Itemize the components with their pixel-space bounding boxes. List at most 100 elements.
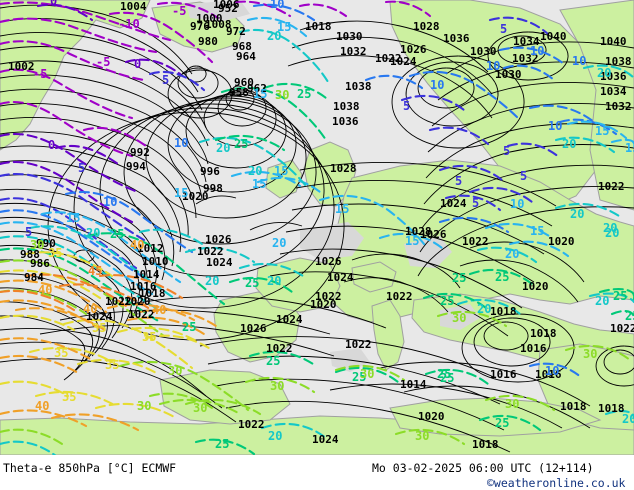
thetae-label: 25 bbox=[215, 437, 229, 451]
thetae-label: 20 bbox=[597, 66, 611, 80]
thetae-label: 20 bbox=[505, 247, 519, 261]
chart-datetime: Mo 03-02-2025 06:00 UTC (12+114) bbox=[372, 461, 594, 475]
isobar-label: 1022 bbox=[128, 308, 155, 321]
thetae-label: 25 bbox=[440, 371, 454, 385]
thetae-label: 45 bbox=[88, 264, 102, 278]
isobar-label: 1030 bbox=[336, 30, 363, 43]
isobar-label: 1004 bbox=[120, 0, 147, 13]
thetae-label: 35 bbox=[92, 321, 106, 335]
thetae-label: 20 bbox=[570, 207, 584, 221]
isobar-label: 1020 bbox=[310, 298, 337, 311]
thetae-label: 10 bbox=[545, 364, 559, 378]
isobar-label: 1030 bbox=[495, 68, 522, 81]
thetae-label: 25 bbox=[297, 87, 311, 101]
isobar-label: 1024 bbox=[206, 256, 233, 269]
isobar-label: 1018 bbox=[472, 438, 499, 451]
thetae-label: 5 bbox=[78, 161, 85, 175]
isobar-label: 1040 bbox=[600, 35, 627, 48]
thetae-label: -5 bbox=[172, 4, 186, 18]
isobar-label: 1022 bbox=[345, 338, 372, 351]
thetae-label: 15 bbox=[174, 186, 188, 200]
isobar-label: 1036 bbox=[443, 32, 470, 45]
isobar-label: 1026 bbox=[400, 43, 427, 56]
isobar-label: 1016 bbox=[490, 368, 517, 381]
isobar-label: 1028 bbox=[330, 162, 357, 175]
thetae-label: 20 bbox=[267, 274, 281, 288]
isobar-label: 996 bbox=[200, 165, 220, 178]
isobar-label: 1000 bbox=[196, 12, 223, 25]
isobar-label: 984 bbox=[24, 271, 44, 284]
thetae-label: 20 bbox=[562, 137, 576, 151]
thetae-label: 5 bbox=[503, 144, 510, 158]
isobar-label: 1026 bbox=[205, 233, 232, 246]
isobar-label: 1026 bbox=[240, 322, 267, 335]
isobar-label: 998 bbox=[203, 182, 223, 195]
isobar-label: 1016 bbox=[520, 342, 547, 355]
isobar-label: 1034 bbox=[600, 85, 627, 98]
thetae-label: 30 bbox=[137, 399, 151, 413]
thetae-label: 20 bbox=[248, 164, 262, 178]
isobar-label: 1032 bbox=[605, 100, 632, 113]
thetae-label: 5 bbox=[455, 174, 462, 188]
isobar-label: 1022 bbox=[462, 235, 489, 248]
thetae-label: 10 bbox=[530, 44, 544, 58]
thetae-label: 30 bbox=[270, 379, 284, 393]
isobar-label: 1024 bbox=[276, 313, 303, 326]
thetae-label: 15 bbox=[335, 202, 349, 216]
isobar-label: 1024 bbox=[440, 197, 467, 210]
thetae-label: 25 bbox=[352, 370, 366, 384]
isobar-label: 1022 bbox=[197, 245, 224, 258]
thetae-label: 10 bbox=[548, 119, 562, 133]
thetae-label: 25 bbox=[110, 227, 124, 241]
thetae-label: 35 bbox=[62, 390, 76, 404]
thetae-label: 20 bbox=[216, 141, 230, 155]
thetae-label: 5 bbox=[403, 99, 410, 113]
thetae-label: 30 bbox=[275, 88, 289, 102]
thetae-label: 30 bbox=[583, 347, 597, 361]
isobar-label: 972 bbox=[226, 25, 246, 38]
isobar-label: 1026 bbox=[420, 228, 447, 241]
thetae-label: -10 bbox=[118, 17, 140, 31]
isobar-label: 1024 bbox=[327, 271, 354, 284]
thetae-label: 35 bbox=[48, 246, 62, 260]
thetae-label: 20 bbox=[477, 302, 491, 316]
thetae-label: 40 bbox=[35, 399, 49, 413]
thetae-label: 10 bbox=[174, 136, 188, 150]
isobar-label: 1038 bbox=[345, 80, 372, 93]
isobar-label: 994 bbox=[126, 160, 146, 173]
isobar-label: 1028 bbox=[413, 20, 440, 33]
thetae-label: 30 bbox=[30, 238, 44, 252]
thetae-label: 25 bbox=[495, 270, 509, 284]
isobar-label: 1018 bbox=[305, 20, 332, 33]
isobar-label: 1030 bbox=[470, 45, 497, 58]
isobar-label: 1022 bbox=[315, 290, 342, 303]
thetae-label: 30 bbox=[168, 364, 182, 378]
thetae-label: 30 bbox=[193, 401, 207, 415]
isobar-label: 1032 bbox=[340, 45, 367, 58]
isobar-label: 1018 bbox=[530, 327, 557, 340]
isobar-label: 962 bbox=[247, 82, 267, 95]
thetae-label: 5 bbox=[472, 196, 479, 210]
isobar-label: 960 bbox=[234, 76, 254, 89]
isobar-label: 1002 bbox=[8, 60, 35, 73]
copyright-label: ©weatheronline.co.uk bbox=[487, 476, 626, 490]
thetae-label: 40 bbox=[152, 303, 166, 317]
thetae-label: 25 bbox=[437, 367, 451, 381]
thetae-label: 15 bbox=[530, 224, 544, 238]
weather-map[interactable]: 1004 1002 1000 998 996 994 992 990 988 986 984 980 9… bbox=[0, 0, 634, 455]
thetae-label: 20 bbox=[595, 294, 609, 308]
thetae-label: 35 bbox=[142, 330, 156, 344]
isobar-label: 1024 bbox=[312, 433, 339, 446]
isobar-label: 1020 bbox=[418, 410, 445, 423]
thetae-label: 10 bbox=[430, 78, 444, 92]
thetae-label: 10 bbox=[510, 197, 524, 211]
thetae-label: 20 bbox=[272, 236, 286, 250]
thetae-label: 40 bbox=[83, 302, 97, 316]
isobar-label-group: 1004100210009989969949929909889869849809… bbox=[8, 0, 634, 451]
isobar-label: 976 bbox=[190, 20, 210, 33]
thetae-label: 5 bbox=[520, 169, 527, 183]
isobar-label: 1012 bbox=[137, 242, 164, 255]
thetae-label: 10 bbox=[270, 0, 284, 11]
isobar-label: 1022 bbox=[598, 180, 625, 193]
